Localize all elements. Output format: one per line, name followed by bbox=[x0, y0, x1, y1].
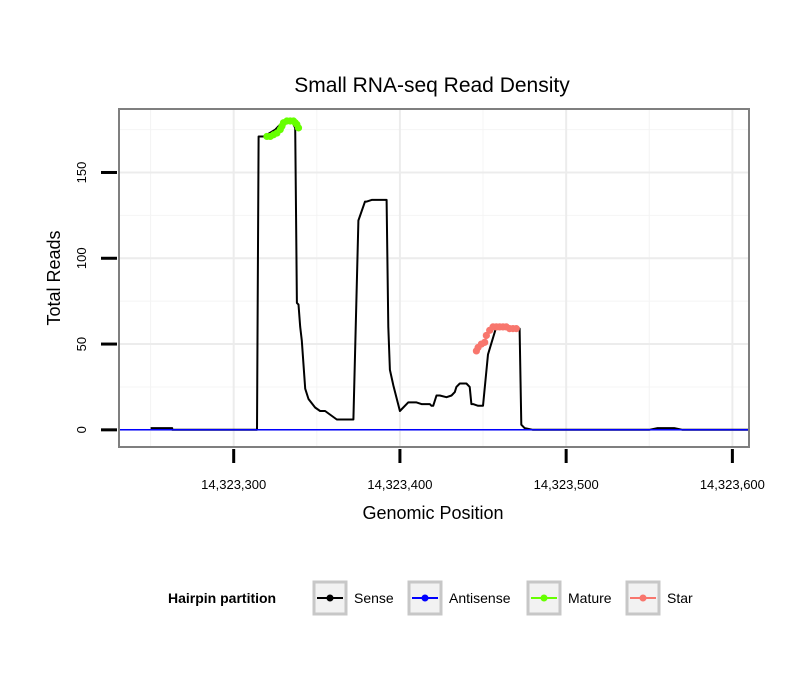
legend-entries: Sense Antisense Mature Star bbox=[312, 580, 693, 616]
data-point-star bbox=[481, 338, 489, 346]
y-axis-title: Total Reads bbox=[44, 230, 64, 325]
x-axis-title: Genomic Position bbox=[362, 503, 503, 523]
x-tick-label: 14,323,600 bbox=[700, 477, 765, 492]
y-axis: 0 50 100 150 bbox=[74, 162, 117, 433]
legend-key-point bbox=[540, 594, 548, 602]
legend-label-mature: Mature bbox=[568, 590, 612, 606]
legend-key-point bbox=[421, 594, 429, 602]
y-tick-label: 150 bbox=[74, 162, 89, 184]
y-tick-label: 0 bbox=[74, 426, 89, 433]
y-tick-label: 50 bbox=[74, 337, 89, 351]
legend-label-sense: Sense bbox=[354, 590, 394, 606]
legend-title: Hairpin partition bbox=[168, 590, 276, 606]
panel-background bbox=[119, 109, 749, 447]
x-axis: 14,323,300 14,323,400 14,323,500 14,323,600 bbox=[201, 449, 765, 492]
data-point-star bbox=[512, 325, 520, 333]
chart-title: Small RNA-seq Read Density bbox=[294, 74, 570, 97]
y-tick-label: 100 bbox=[74, 247, 89, 269]
series-layer bbox=[119, 117, 749, 431]
plot-panel bbox=[118, 108, 750, 448]
legend-label-star: Star bbox=[667, 590, 693, 606]
legend-label-antisense: Antisense bbox=[449, 590, 511, 606]
legend-key-point bbox=[639, 594, 647, 602]
x-tick-label: 14,323,400 bbox=[367, 477, 432, 492]
data-point-star bbox=[482, 331, 490, 340]
panel-border bbox=[118, 108, 750, 448]
x-tick-label: 14,323,500 bbox=[534, 477, 599, 492]
data-point-mature bbox=[294, 124, 303, 132]
legend-key-point bbox=[326, 594, 334, 602]
legend: Hairpin partition Sense Antisense Mature St… bbox=[168, 580, 693, 616]
x-tick-label: 14,323,300 bbox=[201, 477, 266, 492]
